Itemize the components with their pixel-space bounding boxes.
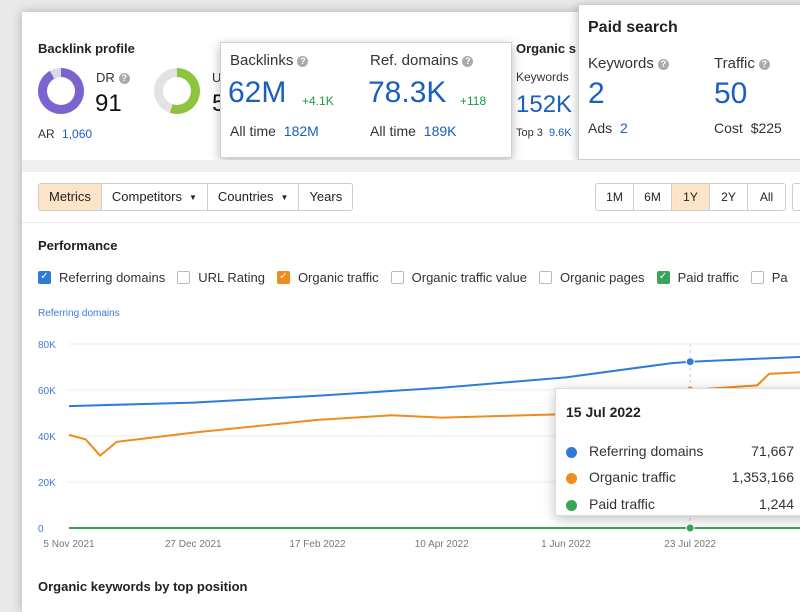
y-tick-label: 40K: [38, 432, 56, 443]
dashboard-page: Backlink profile DR? 91 AR 1,060 U 5 Org…: [22, 4, 800, 612]
series-line-organic-traffic: [68, 371, 800, 457]
y-tick-label: 0: [38, 524, 44, 535]
tab-countries[interactable]: Countries ▼: [207, 184, 300, 210]
toggle-paid-traffic[interactable]: ✓ Paid traffic: [656, 270, 739, 285]
y-tick-label: 60K: [38, 386, 56, 397]
organic-keywords-value[interactable]: 152K: [516, 91, 573, 118]
backlinks-alltime-row: All time 182M: [230, 123, 319, 139]
checkbox-checked-icon: ✓: [38, 271, 51, 284]
x-tick-label: 1 Jun 2022: [541, 539, 591, 550]
chart-tooltip: 15 Jul 2022 Referring domains 71,667 Org…: [555, 388, 800, 516]
backlink-profile-title: Backlink profile: [38, 41, 135, 56]
paid-cost-value: $225: [750, 120, 782, 136]
checkbox-unchecked-icon: [390, 271, 404, 284]
tooltip-row-paid-traffic: Paid traffic 1,244: [566, 496, 800, 514]
dr-label: DR?: [96, 70, 130, 85]
toggle-extra-metric[interactable]: Pa: [750, 270, 788, 285]
paid-ads-link[interactable]: 2: [620, 120, 628, 136]
y-axis-title: Referring domains: [38, 308, 120, 319]
backlinks-alltime-link[interactable]: 182M: [283, 123, 319, 139]
organic-top3-link[interactable]: 9.6K: [548, 127, 572, 139]
tab-competitors[interactable]: Competitors ▼: [101, 184, 208, 210]
x-tick-label: 23 Jul 2022: [664, 539, 716, 550]
checkbox-checked-icon: ✓: [656, 271, 670, 284]
tooltip-row-organic-traffic: Organic traffic 1,353,166: [566, 469, 800, 487]
backlinks-value[interactable]: 62M: [228, 76, 287, 109]
toggle-organic-pages[interactable]: Organic pages: [539, 270, 645, 285]
paid-cost-row: Cost $225: [714, 120, 782, 136]
divider: [22, 222, 800, 223]
organic-search-title: Organic s: [516, 41, 576, 56]
section-gap: [22, 160, 800, 172]
range-all-button[interactable]: All: [759, 190, 774, 204]
checkbox-unchecked-icon: [539, 271, 552, 284]
hover-point: [685, 357, 695, 367]
organic-keywords-label: Keywords: [516, 70, 569, 84]
checkbox-unchecked-icon: [177, 271, 191, 284]
tooltip-date: 15 Jul 2022: [566, 404, 641, 420]
tab-metrics[interactable]: Metrics: [39, 184, 102, 210]
organic-keywords-section-title: Organic keywords by top position: [38, 579, 248, 594]
range-6m-button[interactable]: 6M: [634, 184, 672, 210]
ar-row: AR 1,060: [38, 127, 93, 141]
paid-traffic-value[interactable]: 50: [714, 77, 748, 110]
view-tabs: Metrics Competitors ▼ Countries ▼ Years: [38, 183, 354, 211]
help-icon: ?: [657, 59, 669, 70]
tab-years[interactable]: Years: [299, 184, 353, 210]
paid-keywords-value[interactable]: 2: [588, 77, 605, 110]
x-tick-label: 10 Apr 2022: [415, 539, 469, 550]
backlinks-refdomains-card: Backlinks? 62M +4.1K All time 182M Ref. …: [220, 42, 512, 158]
range-1y-button[interactable]: 1Y: [672, 184, 710, 210]
organic-top3-row: Top 3 9.6K: [516, 127, 572, 139]
paid-search-title: Paid search: [588, 19, 678, 36]
x-tick-label: 17 Feb 2022: [289, 539, 346, 550]
caret-down-icon: ▼: [188, 193, 197, 202]
range-1m-button[interactable]: 1M: [596, 184, 634, 210]
backlinks-delta: +4.1K: [302, 94, 334, 108]
toggle-organic-traffic-value[interactable]: Organic traffic value: [390, 270, 527, 285]
ar-value-link[interactable]: 1,060: [62, 127, 93, 141]
help-icon: ?: [462, 56, 474, 67]
more-options-button[interactable]: [792, 183, 800, 211]
checkbox-checked-icon: ✓: [276, 271, 290, 284]
y-tick-label: 80K: [38, 340, 56, 351]
tooltip-row-referring-domains: Referring domains 71,667: [566, 443, 800, 461]
y-tick-label: 20K: [38, 478, 56, 489]
caret-down-icon: ▼: [280, 193, 289, 202]
checkbox-unchecked-icon: [750, 271, 764, 284]
help-icon: ?: [297, 56, 309, 67]
ur-label: U: [212, 70, 222, 85]
toggle-referring-domains[interactable]: ✓ Referring domains: [38, 270, 165, 285]
series-dot-icon: [566, 500, 577, 511]
paid-traffic-label: Traffic?: [714, 55, 770, 72]
x-tick-label: 5 Nov 2021: [43, 539, 95, 550]
x-tick-label: 27 Dec 2021: [165, 539, 222, 550]
dr-donut-icon: [38, 68, 84, 114]
ur-donut-icon: [154, 68, 200, 114]
series-dot-icon: [566, 473, 577, 484]
paid-search-card: Paid search Keywords? 2 Ads 2 Traffic? 5…: [578, 4, 800, 160]
refdomains-alltime-row: All time 189K: [370, 123, 457, 139]
paid-ads-row: Ads 2: [588, 120, 628, 136]
dr-value: 91: [95, 90, 122, 117]
toggle-organic-traffic[interactable]: ✓ Organic traffic: [276, 270, 379, 285]
series-dot-icon: [566, 447, 577, 458]
help-icon: ?: [118, 73, 130, 84]
metric-toggles: ✓ Referring domains URL Rating ✓ Organic…: [38, 270, 800, 285]
range-2y-button[interactable]: 2Y: [710, 184, 748, 210]
refdomains-value[interactable]: 78.3K: [368, 76, 447, 109]
hover-point: [685, 523, 695, 533]
help-icon: ?: [758, 59, 770, 70]
date-range-selector: 1M 6M 1Y 2Y All: [595, 183, 786, 211]
refdomains-label: Ref. domains?: [370, 52, 474, 69]
paid-keywords-label: Keywords?: [588, 55, 669, 72]
refdomains-alltime-link[interactable]: 189K: [423, 123, 457, 139]
toggle-url-rating[interactable]: URL Rating: [177, 270, 265, 285]
backlinks-label: Backlinks?: [230, 52, 309, 69]
refdomains-delta: +118: [460, 94, 487, 108]
performance-title: Performance: [38, 238, 118, 253]
